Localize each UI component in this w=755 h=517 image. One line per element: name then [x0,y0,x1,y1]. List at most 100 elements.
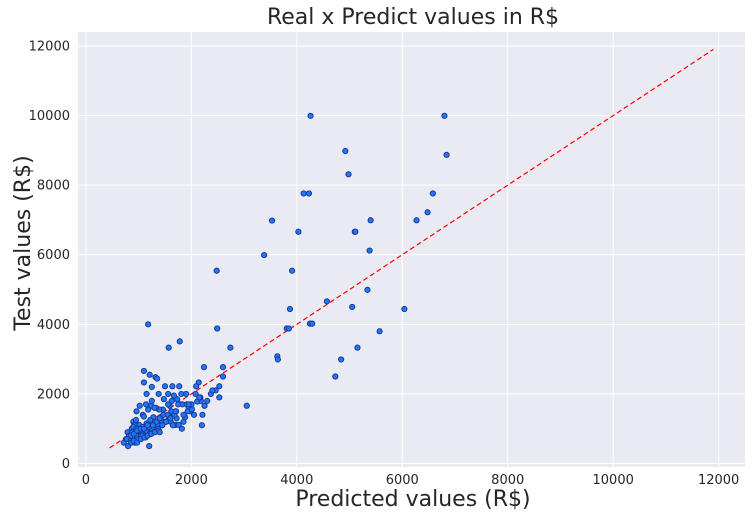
data-point [148,383,155,391]
data-point [193,383,200,390]
data-point [285,325,293,332]
data-point [309,320,316,327]
data-point [349,303,356,311]
data-point [295,228,302,235]
data-point [156,429,163,436]
data-point [153,375,161,382]
data-point [133,408,140,415]
data-point [140,413,148,420]
data-point [161,383,169,390]
data-point [169,422,177,429]
x-tick-label: 2000 [175,473,208,488]
data-point [196,394,203,401]
data-point [175,421,182,428]
data-point [167,415,174,422]
x-tick-label: 12000 [698,473,739,488]
data-point [145,321,152,328]
data-point [159,422,166,429]
data-point [168,397,175,404]
data-point [146,443,153,450]
x-tick-label: 0 [82,473,90,488]
data-point [342,147,349,155]
data-points [120,112,450,450]
data-point [441,112,448,119]
data-point [155,390,162,398]
y-tick-label: 0 [62,457,70,472]
data-point [305,190,313,197]
data-point [367,217,374,224]
data-point [148,397,155,404]
data-point [175,401,182,408]
data-point [216,383,223,390]
data-point [151,404,158,411]
x-tick-labels: 0 2000 4000 6000 8000 10000 12000 [82,473,740,488]
data-point [169,383,176,390]
data-point [364,286,371,293]
data-point [424,209,431,216]
data-point [178,425,185,432]
data-point [219,364,227,371]
data-point [201,402,208,409]
data-point [209,387,216,394]
data-point [219,373,227,380]
data-point [132,416,140,424]
data-point [185,401,192,408]
data-point [200,364,208,371]
data-point [213,267,220,274]
plot-area-background [78,32,745,467]
data-point [216,394,223,401]
data-point [147,416,154,424]
data-point [345,171,352,178]
data-point [160,396,168,403]
data-point [199,411,206,418]
x-tick-label: 10000 [593,473,634,488]
data-point [136,402,143,409]
data-point [243,402,250,409]
data-point [214,325,221,332]
data-point [192,390,199,398]
y-tick-labels: 0 2000 4000 6000 8000 10000 12000 [29,39,70,472]
y-tick-label: 10000 [29,109,70,124]
data-point [443,151,450,158]
data-point [376,328,383,335]
data-point [366,247,373,254]
y-tick-label: 6000 [37,248,70,263]
data-point [165,390,172,398]
data-point [133,439,141,446]
data-point [143,390,150,398]
x-tick-label: 8000 [491,473,524,488]
data-point [261,251,268,259]
data-point [140,425,148,432]
data-point [172,408,179,415]
x-tick-label: 4000 [280,473,313,488]
data-point [338,356,345,363]
data-point [300,190,307,197]
y-tick-label: 4000 [37,318,70,333]
data-point [165,401,172,408]
data-point [268,217,276,224]
data-point [145,406,152,413]
chart-title: Real x Predict values in R$ [267,5,559,30]
data-point [288,267,296,274]
data-point [180,411,187,418]
reference-line [109,48,714,449]
data-point [176,383,183,390]
data-point [142,401,150,408]
data-point [156,415,163,422]
data-point [323,298,330,305]
data-point [198,422,206,429]
data-point [146,371,153,378]
data-point [140,379,148,386]
data-point [307,112,314,119]
data-point [178,390,185,398]
data-point [204,397,211,404]
data-point [274,356,281,363]
x-axis-label: Predicted values (R$) [295,487,530,512]
data-point [170,392,178,399]
y-tick-label: 12000 [29,39,70,54]
data-point [352,228,359,235]
y-axis-label: Test values (R$) [11,155,36,331]
data-point [180,418,187,425]
y-tick-label: 8000 [37,179,70,194]
